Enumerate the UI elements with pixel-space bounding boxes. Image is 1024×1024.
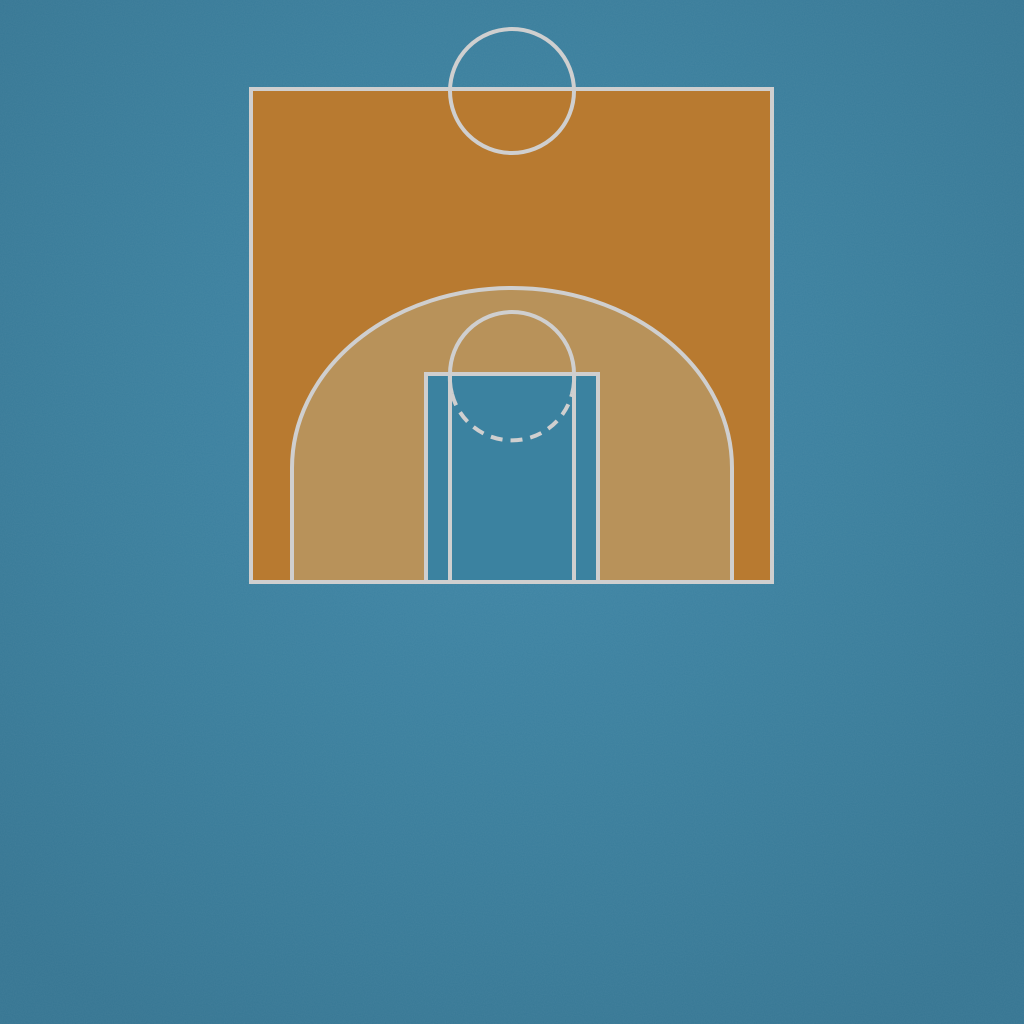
key-paint: [426, 374, 598, 582]
three-point-line: [290, 286, 734, 582]
free-throw-circle-bottom-dashed: [450, 393, 574, 443]
free-throw-circle-top: [448, 310, 576, 375]
free-throw-circle-stub-right: [570, 373, 577, 395]
key-outline: [424, 372, 600, 584]
free-throw-circle-stub-left: [447, 373, 454, 395]
